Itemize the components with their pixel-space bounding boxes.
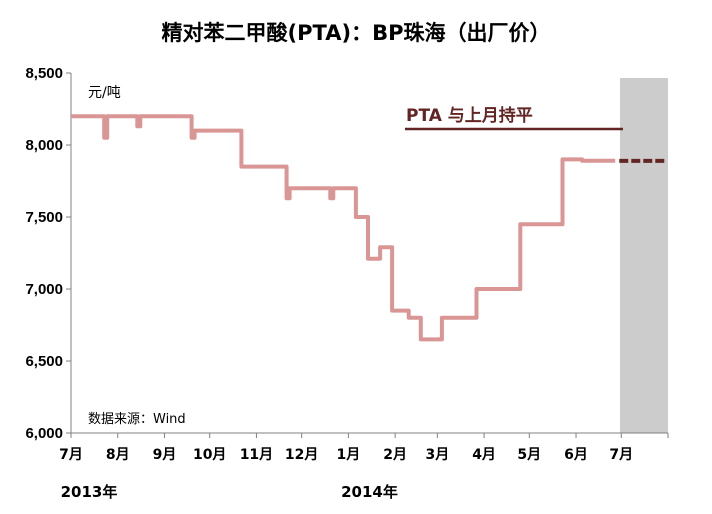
x-tick-label: 1月	[337, 447, 361, 463]
x-tick-label: 8月	[106, 447, 130, 463]
y-axis: 6,000 6,500 7,000 7,500 8,000 8,500	[25, 65, 72, 442]
year-labels: 2013年 2014年	[61, 483, 398, 501]
x-tick-label: 6月	[564, 447, 588, 463]
year-label: 2014年	[341, 483, 398, 501]
source-label: 数据来源：Wind	[88, 412, 186, 427]
y-tick-label: 6,000	[25, 425, 63, 442]
x-tick-label: 10月	[193, 447, 226, 463]
year-label: 2013年	[61, 483, 118, 501]
chart-title: 精对苯二甲酸(PTA)：BP珠海（出厂价）	[162, 21, 551, 45]
y-tick-label: 8,000	[25, 137, 63, 154]
x-tick-label: 9月	[153, 447, 177, 463]
y-tick-label: 7,000	[25, 281, 63, 298]
y-tick-label: 6,500	[25, 353, 63, 370]
unit-label: 元/吨	[88, 85, 121, 101]
series-group	[71, 114, 667, 342]
annotation-label: PTA 与上月持平	[406, 105, 533, 126]
forecast-band	[620, 78, 668, 433]
x-tick-label: 12月	[285, 447, 318, 463]
x-tick-label: 3月	[425, 447, 449, 463]
x-tick-label: 7月	[609, 447, 633, 463]
x-tick-label: 7月	[59, 447, 83, 463]
x-tick-label: 5月	[517, 447, 541, 463]
y-tick-label: 8,500	[25, 65, 63, 82]
y-tick-label: 7,500	[25, 209, 63, 226]
x-tick-label: 4月	[472, 447, 496, 463]
x-tick-label: 11月	[240, 447, 273, 463]
x-axis: 7月 8月 9月 10月 11月 12月 1月 2月 3月 4月 5月 6月 7月	[59, 432, 669, 463]
series-line	[71, 114, 616, 342]
x-tick-label: 2月	[383, 447, 407, 463]
